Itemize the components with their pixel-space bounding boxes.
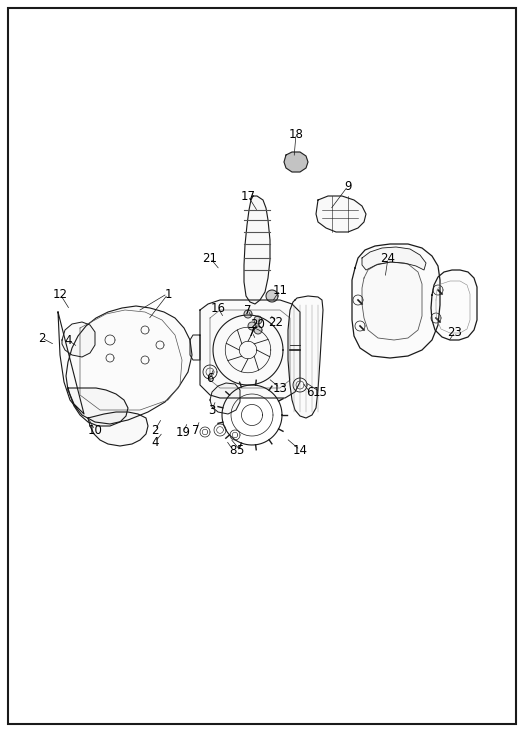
Text: 8: 8 (230, 444, 237, 457)
Text: 5: 5 (236, 444, 244, 457)
Text: 4: 4 (151, 436, 159, 449)
Polygon shape (316, 196, 366, 232)
Polygon shape (88, 412, 148, 446)
Text: 6: 6 (306, 386, 314, 398)
Text: 2: 2 (151, 424, 159, 436)
Text: 23: 23 (447, 326, 463, 338)
Polygon shape (254, 326, 262, 334)
Text: 1: 1 (164, 288, 172, 301)
Polygon shape (284, 152, 308, 172)
Text: 12: 12 (52, 288, 68, 301)
Text: 22: 22 (268, 315, 283, 329)
Text: 19: 19 (176, 425, 191, 438)
Polygon shape (254, 316, 262, 324)
Text: 13: 13 (272, 381, 288, 395)
Text: 10: 10 (88, 424, 102, 436)
Text: 6: 6 (206, 372, 214, 384)
Polygon shape (210, 383, 240, 414)
Polygon shape (62, 322, 95, 357)
Polygon shape (362, 262, 422, 340)
Text: 18: 18 (289, 127, 303, 141)
Polygon shape (266, 290, 278, 302)
Polygon shape (68, 388, 128, 426)
Text: 16: 16 (211, 302, 225, 315)
Polygon shape (244, 310, 252, 318)
Polygon shape (190, 335, 200, 360)
Text: 11: 11 (272, 283, 288, 296)
Polygon shape (248, 322, 256, 330)
Text: 14: 14 (292, 444, 308, 457)
Text: 15: 15 (312, 386, 328, 398)
Text: 9: 9 (344, 179, 352, 193)
Text: 2: 2 (38, 332, 46, 345)
Text: 20: 20 (250, 318, 266, 331)
Text: 4: 4 (64, 334, 72, 346)
Polygon shape (244, 196, 270, 304)
Text: 7: 7 (192, 424, 200, 436)
Text: 3: 3 (209, 403, 216, 417)
Text: 21: 21 (202, 252, 217, 264)
Polygon shape (431, 270, 477, 340)
Polygon shape (200, 300, 300, 398)
Text: 17: 17 (241, 190, 256, 203)
Polygon shape (352, 244, 440, 358)
Text: 7: 7 (248, 326, 256, 338)
Text: 7: 7 (244, 304, 252, 316)
Polygon shape (288, 296, 323, 418)
Polygon shape (362, 247, 426, 270)
Text: 24: 24 (380, 252, 396, 264)
Polygon shape (58, 306, 192, 424)
